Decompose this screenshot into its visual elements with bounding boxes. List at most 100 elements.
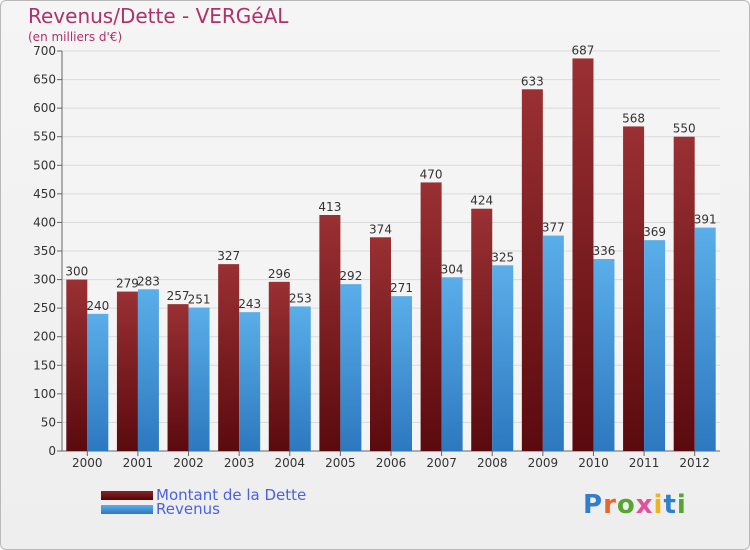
bar-revenus-2007 <box>441 277 463 451</box>
data-label-revenus-2006: 271 <box>390 281 413 295</box>
bar-debt-2007 <box>420 182 442 451</box>
data-label-revenus-2007: 304 <box>441 262 464 276</box>
bar-debt-2009 <box>521 89 543 452</box>
y-tick-label: 400 <box>33 215 56 229</box>
y-tick-label: 150 <box>33 358 56 372</box>
data-label-debt-2005: 413 <box>318 200 341 214</box>
y-tick-label: 50 <box>41 415 56 429</box>
x-tick-label-2011: 2011 <box>629 456 660 470</box>
data-label-revenus-2011: 369 <box>643 225 666 239</box>
bar-revenus-2004 <box>289 306 311 451</box>
data-label-revenus-2000: 240 <box>86 299 109 313</box>
y-tick-label: 0 <box>48 444 56 458</box>
legend-swatch-revenus <box>101 505 153 514</box>
data-label-revenus-2009: 377 <box>542 221 565 235</box>
y-tick-label: 650 <box>33 73 56 87</box>
legend-label-revenus: Revenus <box>156 500 220 518</box>
x-tick-label-2006: 2006 <box>376 456 407 470</box>
bar-debt-2004 <box>268 281 290 451</box>
data-label-debt-2006: 374 <box>369 222 392 236</box>
bar-revenus-2008 <box>492 265 514 451</box>
logo-letter: t <box>663 490 677 520</box>
x-tick-label-2000: 2000 <box>72 456 103 470</box>
data-label-debt-2007: 470 <box>420 167 443 181</box>
x-tick-label-2008: 2008 <box>477 456 508 470</box>
logo-letter: o <box>616 490 636 520</box>
data-label-debt-2001: 279 <box>116 277 139 291</box>
bar-debt-2000 <box>66 279 88 451</box>
data-label-revenus-2001: 283 <box>137 274 160 288</box>
logo-letter: r <box>603 490 617 520</box>
data-label-debt-2009: 633 <box>521 74 544 88</box>
logo-letter: x <box>635 490 654 520</box>
x-tick-label-2012: 2012 <box>679 456 710 470</box>
data-label-revenus-2010: 336 <box>593 244 616 258</box>
y-tick-label: 100 <box>33 387 56 401</box>
x-tick-label-2003: 2003 <box>224 456 255 470</box>
y-tick-label: 600 <box>33 101 56 115</box>
bar-debt-2002 <box>167 304 189 451</box>
bar-revenus-2011 <box>644 240 666 451</box>
bar-revenus-2012 <box>694 227 716 451</box>
data-label-debt-2002: 257 <box>167 289 190 303</box>
y-tick-label: 250 <box>33 301 56 315</box>
data-label-debt-2003: 327 <box>217 249 240 263</box>
bar-debt-2008 <box>471 208 493 451</box>
data-label-debt-2012: 550 <box>673 122 696 136</box>
data-label-revenus-2003: 243 <box>238 297 261 311</box>
data-label-debt-2000: 300 <box>65 265 88 279</box>
logo-letter: P <box>583 490 604 520</box>
data-label-debt-2008: 424 <box>470 194 493 208</box>
bars <box>66 58 716 452</box>
x-tick-label-2007: 2007 <box>426 456 457 470</box>
x-tick-label-2009: 2009 <box>528 456 559 470</box>
x-axis-ticks: 2000 2001 2002 2003 2004 2005 2006 2007 2008 2009… <box>72 451 710 470</box>
logo-letter: i <box>676 490 687 520</box>
data-label-debt-2011: 568 <box>622 111 645 125</box>
bar-revenus-2005 <box>340 284 362 451</box>
bar-revenus-2010 <box>593 259 615 451</box>
bar-debt-2006 <box>370 237 391 451</box>
legend-swatch-debt <box>101 491 153 500</box>
bar-revenus-2009 <box>542 235 564 451</box>
data-label-revenus-2002: 251 <box>188 293 211 307</box>
y-tick-label: 550 <box>33 130 56 144</box>
bar-revenus-2000 <box>87 313 109 451</box>
data-label-debt-2004: 296 <box>268 267 291 281</box>
bar-revenus-2006 <box>391 296 412 451</box>
logo-letter: i <box>653 490 664 520</box>
bar-revenus-2001 <box>137 289 159 451</box>
bar-revenus-2002 <box>188 307 210 451</box>
bar-debt-2001 <box>116 291 138 451</box>
x-tick-label-2005: 2005 <box>325 456 356 470</box>
y-tick-label: 350 <box>33 244 56 258</box>
data-label-debt-2010: 687 <box>572 43 595 57</box>
x-tick-label-2004: 2004 <box>274 456 305 470</box>
y-tick-label: 500 <box>33 158 56 172</box>
x-tick-label-2001: 2001 <box>123 456 154 470</box>
x-tick-label-2002: 2002 <box>173 456 204 470</box>
bar-debt-2012 <box>673 136 695 451</box>
data-label-revenus-2012: 391 <box>694 213 717 227</box>
y-tick-label: 300 <box>33 273 56 287</box>
legend-label-debt: Montant de la Dette <box>156 486 307 504</box>
bar-debt-2010 <box>572 58 594 452</box>
data-label-revenus-2005: 292 <box>339 269 362 283</box>
proxiti-logo: Proxiti <box>583 490 687 520</box>
data-label-revenus-2008: 325 <box>491 250 514 264</box>
y-tick-label: 450 <box>33 187 56 201</box>
chart-title: Revenus/Dette - VERGéAL <box>28 4 289 28</box>
y-tick-label: 200 <box>33 330 56 344</box>
x-tick-label-2010: 2010 <box>578 456 609 470</box>
y-axis-ticks: 0 50 100 150 200 250 300 350 400 450 500 550 600 650 7… <box>33 44 62 458</box>
chart-subtitle: (en milliers d'€) <box>28 30 123 44</box>
bar-debt-2003 <box>218 264 240 451</box>
bar-debt-2005 <box>319 215 341 451</box>
y-tick-label: 700 <box>33 44 56 58</box>
data-label-revenus-2004: 253 <box>289 291 312 305</box>
bar-revenus-2003 <box>239 312 261 451</box>
bar-debt-2011 <box>623 126 645 451</box>
